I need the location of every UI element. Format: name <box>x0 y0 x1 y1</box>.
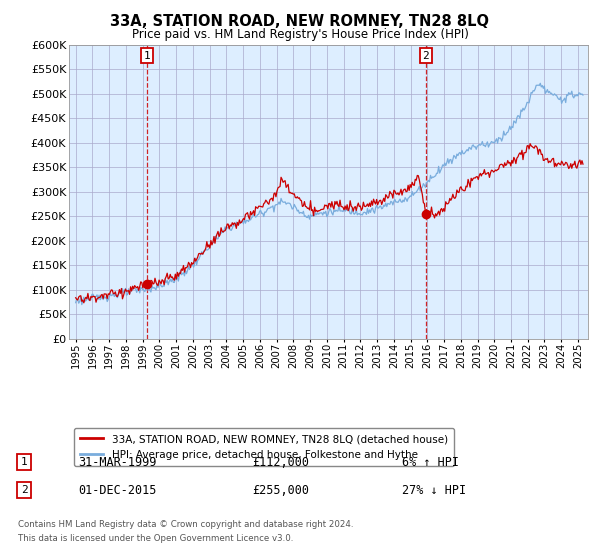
Text: This data is licensed under the Open Government Licence v3.0.: This data is licensed under the Open Gov… <box>18 534 293 543</box>
Text: 2: 2 <box>422 50 430 60</box>
Text: 2: 2 <box>20 485 28 495</box>
Text: Contains HM Land Registry data © Crown copyright and database right 2024.: Contains HM Land Registry data © Crown c… <box>18 520 353 529</box>
Text: 6% ↑ HPI: 6% ↑ HPI <box>402 455 459 469</box>
Text: 31-MAR-1999: 31-MAR-1999 <box>78 455 157 469</box>
Text: £255,000: £255,000 <box>252 483 309 497</box>
Legend: 33A, STATION ROAD, NEW ROMNEY, TN28 8LQ (detached house), HPI: Average price, de: 33A, STATION ROAD, NEW ROMNEY, TN28 8LQ … <box>74 428 454 466</box>
Text: 01-DEC-2015: 01-DEC-2015 <box>78 483 157 497</box>
Text: £112,000: £112,000 <box>252 455 309 469</box>
Text: 1: 1 <box>20 457 28 467</box>
Text: 33A, STATION ROAD, NEW ROMNEY, TN28 8LQ: 33A, STATION ROAD, NEW ROMNEY, TN28 8LQ <box>110 14 490 29</box>
Text: Price paid vs. HM Land Registry's House Price Index (HPI): Price paid vs. HM Land Registry's House … <box>131 28 469 41</box>
Text: 27% ↓ HPI: 27% ↓ HPI <box>402 483 466 497</box>
Text: 1: 1 <box>143 50 150 60</box>
